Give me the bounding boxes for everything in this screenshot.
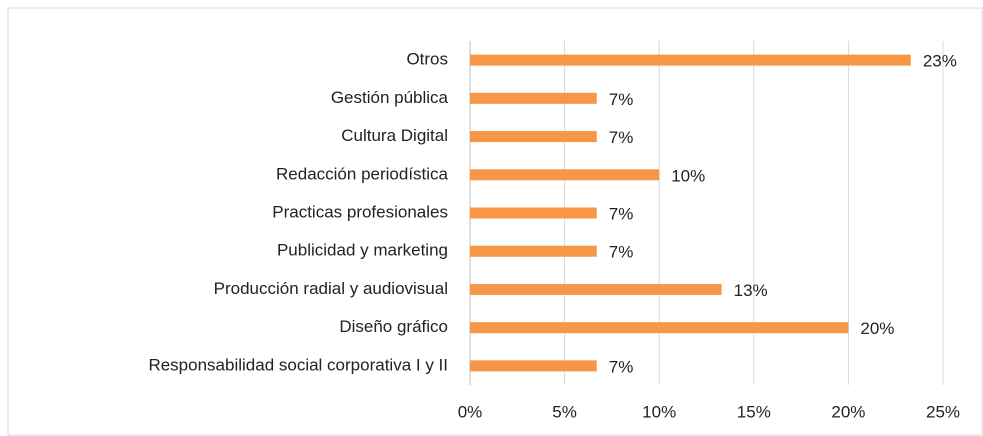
bar: [470, 54, 911, 66]
x-tick-label: 0%: [458, 402, 483, 421]
y-tick-label: Practicas profesionales: [272, 202, 448, 221]
y-tick-label: Otros: [406, 50, 448, 69]
bar: [470, 131, 597, 143]
y-tick-label: Redacción periodística: [276, 164, 449, 183]
y-tick-label: Cultura Digital: [341, 126, 448, 145]
data-label: 10%: [671, 166, 705, 185]
data-label: 23%: [923, 52, 957, 71]
y-tick-label: Publicidad y marketing: [277, 241, 448, 260]
x-tick-label: 25%: [926, 402, 960, 421]
bar: [470, 322, 849, 334]
x-tick-label: 15%: [737, 402, 771, 421]
data-label: 7%: [609, 357, 634, 376]
bar: [470, 207, 597, 219]
bar: [470, 360, 597, 372]
data-label: 7%: [609, 90, 634, 109]
data-label: 7%: [609, 243, 634, 262]
y-tick-label: Gestión pública: [331, 88, 449, 107]
y-tick-label: Diseño gráfico: [339, 317, 448, 336]
bar: [470, 283, 722, 295]
data-label: 13%: [734, 281, 768, 300]
x-tick-label: 5%: [552, 402, 577, 421]
x-tick-label: 20%: [831, 402, 865, 421]
bar: [470, 245, 597, 257]
data-label: 7%: [609, 128, 634, 147]
data-label: 7%: [609, 204, 634, 223]
y-tick-label: Producción radial y audiovisual: [214, 279, 448, 298]
bar: [470, 169, 660, 181]
data-label: 20%: [860, 319, 894, 338]
x-tick-label: 10%: [642, 402, 676, 421]
y-tick-label: Responsabilidad social corporativa I y I…: [148, 355, 448, 374]
bar: [470, 92, 597, 104]
